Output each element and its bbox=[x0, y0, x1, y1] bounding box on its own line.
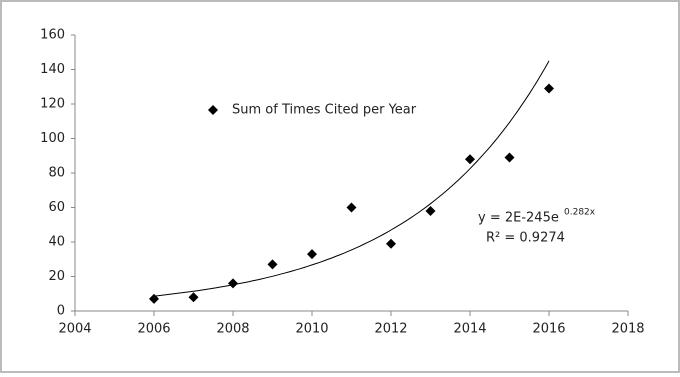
y-tick-label: 160 bbox=[40, 28, 65, 43]
point bbox=[149, 293, 159, 304]
point bbox=[504, 152, 515, 163]
y-tick-label: 140 bbox=[40, 62, 65, 77]
point bbox=[386, 238, 396, 249]
y-tick-label: 40 bbox=[48, 235, 65, 250]
trend-r-squared: R² = 0.9274 bbox=[486, 231, 565, 246]
point bbox=[307, 249, 317, 260]
point bbox=[465, 154, 475, 165]
point bbox=[425, 205, 436, 216]
x-tick-label: 2016 bbox=[532, 322, 565, 337]
x-tick-label: 2012 bbox=[374, 322, 407, 337]
x-tick-label: 2008 bbox=[216, 322, 249, 337]
x-tick-label: 2018 bbox=[611, 322, 644, 337]
y-tick-label: 100 bbox=[40, 131, 65, 146]
trendline bbox=[153, 60, 550, 297]
y-tick-label: 120 bbox=[40, 97, 65, 112]
x-tick-label: 2014 bbox=[453, 322, 486, 337]
point bbox=[267, 259, 278, 270]
x-tick-label: 2004 bbox=[58, 322, 91, 337]
point bbox=[228, 278, 238, 289]
trend-equation: y = 2E-245e bbox=[478, 211, 559, 226]
y-tick-label: 80 bbox=[48, 166, 65, 181]
y-tick-label: 60 bbox=[48, 200, 65, 215]
x-tick-label: 2010 bbox=[295, 322, 328, 337]
point bbox=[346, 202, 357, 213]
x-tick-label: 2006 bbox=[137, 322, 170, 337]
legend-label: Sum of Times Cited per Year bbox=[232, 103, 417, 118]
legend-marker bbox=[208, 105, 218, 115]
y-tick-label: 0 bbox=[57, 304, 65, 319]
point bbox=[188, 292, 199, 303]
point bbox=[544, 83, 554, 94]
trend-exponent: 0.282x bbox=[564, 208, 596, 218]
y-tick-label: 20 bbox=[48, 269, 65, 284]
